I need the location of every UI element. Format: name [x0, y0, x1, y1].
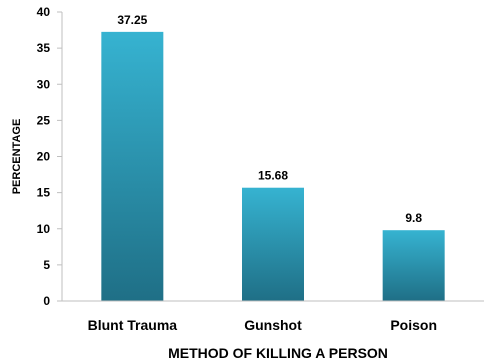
- y-tick-label: 30: [37, 77, 51, 91]
- bar: [382, 230, 445, 301]
- x-category-label: Poison: [390, 317, 437, 333]
- x-axis-title: METHOD OF KILLING A PERSON: [168, 345, 388, 361]
- y-axis-tick-labels: 0 5 10 15 20 25 30 35 40: [37, 5, 51, 308]
- bar-data-label: 37.25: [117, 13, 147, 27]
- bar-data-label: 9.8: [405, 211, 422, 225]
- y-axis-title: PERCENTAGE: [11, 119, 23, 195]
- data-labels: 37.25 15.68 9.8: [117, 13, 422, 225]
- y-tick-label: 20: [37, 150, 51, 164]
- y-axis-ticks: [57, 11, 62, 302]
- y-tick-label: 10: [37, 222, 51, 236]
- bar: [242, 187, 304, 301]
- y-tick-label: 15: [37, 186, 51, 200]
- y-tick-label: 0: [43, 294, 50, 308]
- x-category-label: Gunshot: [244, 317, 302, 333]
- y-tick-label: 25: [37, 113, 51, 127]
- y-tick-label: 35: [37, 41, 51, 55]
- bars: [101, 31, 445, 302]
- bar: [101, 31, 164, 302]
- bar-data-label: 15.68: [258, 169, 288, 183]
- x-category-label: Blunt Trauma: [88, 317, 178, 333]
- x-axis-category-labels: Blunt Trauma Gunshot Poison: [88, 317, 437, 333]
- y-tick-label: 5: [43, 258, 50, 272]
- y-tick-label: 40: [37, 5, 51, 19]
